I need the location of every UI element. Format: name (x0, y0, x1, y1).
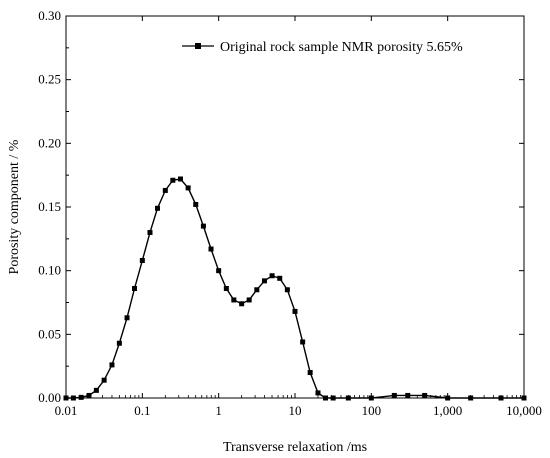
y-tick-label: 0.10 (38, 263, 61, 278)
x-tick-label: 1 (215, 403, 222, 418)
data-point (155, 205, 160, 211)
data-point (445, 395, 451, 401)
data-point (300, 339, 306, 345)
data-point (307, 370, 313, 376)
data-point (223, 285, 229, 291)
data-point (239, 301, 245, 307)
x-axis-label: Transverse relaxation /ms (223, 440, 367, 455)
y-tick-label: 0.30 (38, 8, 61, 23)
data-point (405, 392, 411, 398)
data-point (521, 395, 527, 401)
data-point (109, 362, 115, 368)
plot-frame (65, 15, 525, 399)
data-point (170, 177, 176, 183)
y-tick-label: 0.00 (38, 390, 61, 405)
y-tick-label: 0.20 (38, 135, 61, 150)
legend-marker (195, 43, 201, 49)
data-point (284, 287, 290, 293)
data-point (93, 387, 99, 393)
x-tick-label: 10 (289, 403, 302, 418)
data-point (269, 273, 275, 279)
y-tick-label: 0.25 (38, 72, 61, 87)
data-point (162, 187, 168, 193)
data-point (498, 395, 504, 401)
data-point (292, 308, 298, 314)
data-point (368, 395, 374, 401)
data-point (63, 395, 69, 401)
data-point (277, 275, 283, 281)
x-tick-label: 100 (362, 403, 382, 418)
data-point (116, 340, 122, 346)
data-point (139, 257, 145, 263)
x-tick-label: 1,000 (433, 403, 462, 418)
y-axis: 0.00 0.05 0.10 0.15 0.20 0.25 0.30 (38, 8, 524, 405)
data-point (208, 246, 214, 252)
data-point (185, 185, 191, 191)
legend-label: Original rock sample NMR porosity 5.65% (220, 40, 463, 55)
data-point (391, 392, 397, 398)
data-point (422, 392, 428, 398)
data-point (261, 278, 267, 284)
y-axis-label: Porosity component / % (7, 139, 22, 274)
data-point (216, 268, 222, 274)
data-point (323, 395, 329, 401)
x-tick-label: 0.1 (134, 403, 150, 418)
data-point (70, 395, 76, 401)
y-tick-label: 0.15 (38, 199, 61, 214)
data-point (330, 395, 336, 401)
x-tick-label: 0.01 (55, 403, 78, 418)
data-point (315, 390, 321, 396)
y-tick-label: 0.05 (38, 326, 61, 341)
data-point (177, 176, 183, 182)
data-point (124, 315, 130, 321)
legend: Original rock sample NMR porosity 5.65% (182, 40, 463, 55)
series-layer (63, 176, 527, 401)
data-point (86, 392, 92, 398)
data-point (345, 395, 351, 401)
data-point (231, 297, 237, 303)
data-point (468, 395, 474, 401)
x-tick-label: 10,000 (506, 403, 542, 418)
data-point (254, 287, 260, 293)
data-point (193, 201, 199, 207)
data-point (147, 229, 153, 235)
data-point (132, 285, 138, 291)
data-point (101, 377, 107, 383)
data-point (78, 394, 84, 400)
data-point (246, 297, 252, 303)
x-axis: 0.01 0.1 1 10 100 1,000 10,000 (55, 16, 542, 418)
data-point (200, 223, 206, 229)
